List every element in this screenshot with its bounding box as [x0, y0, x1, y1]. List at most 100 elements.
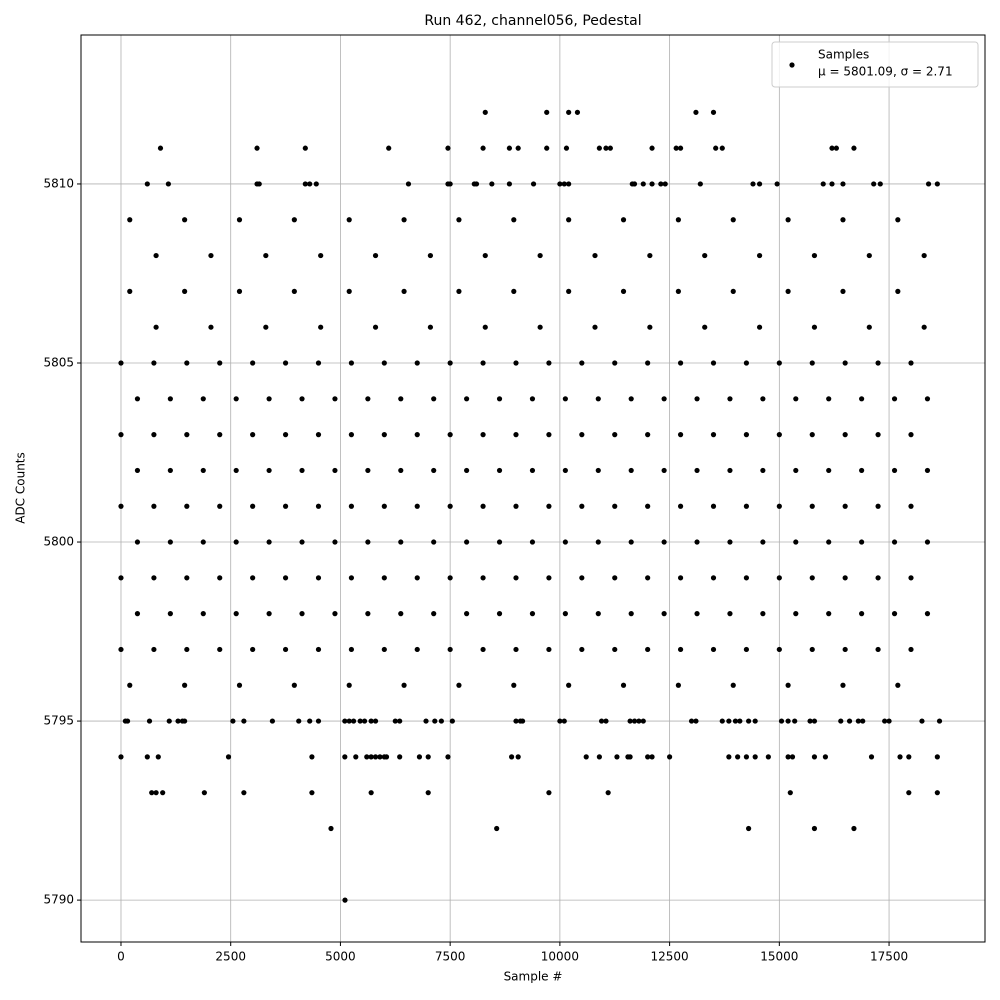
point: [241, 790, 247, 796]
point: [614, 754, 620, 760]
point: [151, 575, 157, 581]
point: [727, 539, 733, 545]
point: [908, 575, 914, 581]
point: [372, 718, 379, 724]
point: [233, 539, 239, 545]
point: [315, 718, 322, 724]
point: [464, 611, 470, 617]
point: [891, 467, 898, 474]
point: [566, 217, 572, 223]
point: [182, 682, 188, 688]
point: [829, 145, 835, 151]
point: [809, 503, 815, 509]
point: [315, 503, 322, 509]
point: [851, 825, 857, 832]
point: [153, 324, 159, 330]
point: [146, 718, 153, 724]
legend-marker: [789, 62, 795, 68]
point: [842, 432, 848, 438]
point: [566, 181, 572, 187]
point: [628, 539, 634, 545]
y-axis-label: ADC Counts: [14, 452, 28, 524]
point: [620, 288, 627, 294]
point: [829, 181, 835, 187]
point: [348, 646, 355, 653]
point: [365, 396, 371, 402]
plot-frame: [80, 34, 986, 943]
point: [537, 324, 543, 330]
point: [546, 360, 552, 366]
point: [658, 181, 664, 187]
point: [513, 432, 519, 438]
point: [182, 217, 188, 223]
point: [628, 396, 634, 402]
point: [776, 360, 782, 366]
point: [750, 181, 756, 187]
point: [826, 396, 832, 402]
point: [496, 611, 503, 617]
point: [217, 575, 223, 581]
point: [702, 324, 708, 330]
point: [397, 718, 403, 724]
point: [381, 575, 387, 581]
point: [438, 718, 444, 724]
point: [397, 754, 403, 760]
point: [546, 432, 552, 438]
point: [184, 503, 190, 509]
point: [859, 539, 865, 545]
point: [182, 718, 188, 724]
point: [332, 539, 338, 545]
point: [342, 754, 348, 760]
point: [513, 360, 519, 366]
point: [787, 790, 793, 796]
point: [182, 288, 188, 294]
point: [282, 360, 289, 366]
point: [719, 718, 725, 724]
point: [702, 252, 708, 259]
point: [760, 611, 766, 617]
point: [603, 145, 609, 151]
point: [233, 396, 239, 402]
point: [167, 539, 173, 545]
point: [166, 718, 172, 724]
point: [846, 718, 853, 724]
point: [445, 754, 451, 760]
point: [934, 790, 940, 796]
point: [710, 432, 717, 438]
point: [200, 467, 206, 474]
point: [160, 790, 166, 796]
point: [809, 646, 815, 653]
point: [405, 181, 412, 187]
point: [151, 503, 157, 509]
point: [871, 181, 877, 187]
point: [511, 288, 517, 294]
legend-note: μ = 5801.09, σ = 2.71: [818, 65, 953, 79]
point: [924, 539, 931, 545]
point: [710, 360, 717, 366]
point: [895, 217, 901, 223]
point: [480, 360, 486, 366]
point: [579, 646, 585, 653]
point: [233, 467, 239, 474]
point: [661, 611, 667, 617]
point: [675, 217, 681, 223]
point: [351, 718, 357, 724]
point: [464, 467, 470, 474]
point: [677, 503, 684, 509]
point: [184, 432, 190, 438]
point: [372, 754, 379, 760]
point: [677, 575, 684, 581]
point: [561, 718, 567, 724]
point: [431, 611, 437, 617]
point: [877, 181, 883, 187]
point: [456, 288, 462, 294]
point: [774, 181, 780, 187]
point: [118, 646, 124, 653]
point: [833, 145, 839, 151]
point: [710, 109, 717, 115]
point: [167, 467, 173, 474]
point: [291, 217, 297, 223]
point: [445, 145, 451, 151]
point: [315, 646, 322, 653]
